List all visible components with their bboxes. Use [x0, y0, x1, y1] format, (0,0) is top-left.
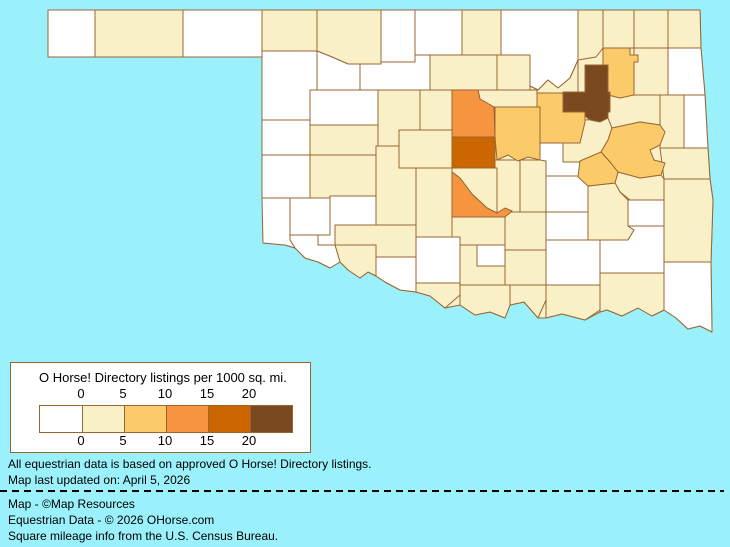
- county-shape[interactable]: [414, 9, 463, 56]
- county-shape[interactable]: [667, 47, 706, 96]
- county-shape[interactable]: [451, 136, 496, 169]
- legend-swatch: [124, 406, 166, 432]
- county-shape[interactable]: [398, 129, 453, 169]
- county-shape[interactable]: [599, 272, 665, 317]
- legend-tick-bottom: 20: [241, 433, 257, 448]
- legend-swatch: [208, 406, 250, 432]
- footer-credit-equestrian-data: Equestrian Data - © 2026 OHorse.com: [8, 513, 215, 527]
- county-shape[interactable]: [519, 159, 547, 218]
- legend-tick-top: 0: [77, 386, 85, 401]
- county-shape[interactable]: [459, 284, 511, 319]
- county-shape[interactable]: [309, 154, 377, 199]
- legend-tick-top: 15: [199, 386, 215, 401]
- county-shape[interactable]: [545, 175, 589, 213]
- legend-swatch: [40, 406, 82, 432]
- footer-note-updated: Map last updated on: April 5, 2026: [8, 473, 191, 487]
- legend-tick-bottom: 10: [157, 433, 173, 448]
- county-shape[interactable]: [415, 236, 461, 284]
- county-shape[interactable]: [415, 167, 453, 238]
- county-shape[interactable]: [380, 9, 416, 63]
- county-shape[interactable]: [261, 197, 296, 249]
- county-shape[interactable]: [451, 171, 513, 218]
- county-shape[interactable]: [577, 151, 619, 187]
- county-shape[interactable]: [663, 261, 713, 333]
- county-shape[interactable]: [504, 211, 547, 251]
- county-shape[interactable]: [375, 145, 417, 226]
- footer-credit-map: Map - ©Map Resources: [8, 497, 135, 511]
- county-shape[interactable]: [659, 147, 711, 180]
- county-shape[interactable]: [633, 47, 669, 96]
- county-shape[interactable]: [562, 64, 611, 123]
- county-shape[interactable]: [496, 54, 531, 91]
- county-shape[interactable]: [309, 124, 379, 156]
- legend-tick-top: 5: [119, 386, 127, 401]
- county-shape[interactable]: [334, 244, 377, 279]
- county-shape[interactable]: [577, 9, 604, 61]
- legend: O Horse! Directory listings per 1000 sq.…: [10, 362, 311, 453]
- county-shape[interactable]: [494, 159, 521, 216]
- dashed-separator: [0, 490, 724, 492]
- county-shape[interactable]: [659, 94, 685, 149]
- county-shape[interactable]: [476, 244, 506, 267]
- county-shape[interactable]: [602, 9, 635, 49]
- footer-credit-census: Square mileage info from the U.S. Census…: [8, 529, 279, 543]
- county-shape[interactable]: [545, 284, 601, 321]
- county-shape[interactable]: [683, 94, 709, 149]
- county-shape[interactable]: [375, 256, 417, 293]
- legend-color-bar: [39, 405, 293, 433]
- legend-tick-bottom: 5: [119, 433, 127, 448]
- footer-note-data-source: All equestrian data is based on approved…: [8, 457, 372, 471]
- county-shape[interactable]: [494, 106, 541, 162]
- county-shape[interactable]: [47, 9, 96, 58]
- county-shape[interactable]: [261, 50, 318, 121]
- county-shape[interactable]: [633, 9, 669, 49]
- county-shape[interactable]: [627, 199, 665, 227]
- county-shape[interactable]: [261, 9, 318, 52]
- legend-tick-bottom: 15: [199, 433, 215, 448]
- county-shape[interactable]: [509, 284, 547, 319]
- county-shape[interactable]: [663, 178, 714, 263]
- county-shape[interactable]: [545, 239, 601, 286]
- county-shape[interactable]: [182, 9, 263, 58]
- county-shape[interactable]: [419, 89, 453, 131]
- county-shape[interactable]: [429, 54, 498, 91]
- county-shape[interactable]: [504, 249, 547, 286]
- county-shape[interactable]: [667, 9, 702, 49]
- county-shape[interactable]: [545, 211, 589, 241]
- legend-swatch: [82, 406, 124, 432]
- county-shape[interactable]: [461, 9, 502, 56]
- county-shape[interactable]: [261, 154, 311, 199]
- county-shape[interactable]: [289, 197, 331, 236]
- county-shape[interactable]: [261, 119, 311, 156]
- legend-swatch: [166, 406, 208, 432]
- county-shape[interactable]: [94, 9, 184, 58]
- legend-title: O Horse! Directory listings per 1000 sq.…: [39, 370, 287, 385]
- county-shape[interactable]: [309, 89, 379, 126]
- legend-tick-top: 10: [157, 386, 173, 401]
- legend-swatch: [250, 406, 292, 432]
- legend-tick-bottom: 0: [77, 433, 85, 448]
- legend-tick-top: 20: [241, 386, 257, 401]
